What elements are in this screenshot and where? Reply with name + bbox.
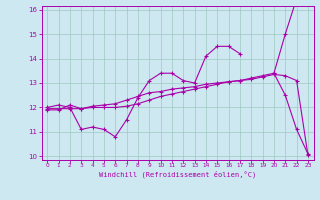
X-axis label: Windchill (Refroidissement éolien,°C): Windchill (Refroidissement éolien,°C) (99, 171, 256, 178)
